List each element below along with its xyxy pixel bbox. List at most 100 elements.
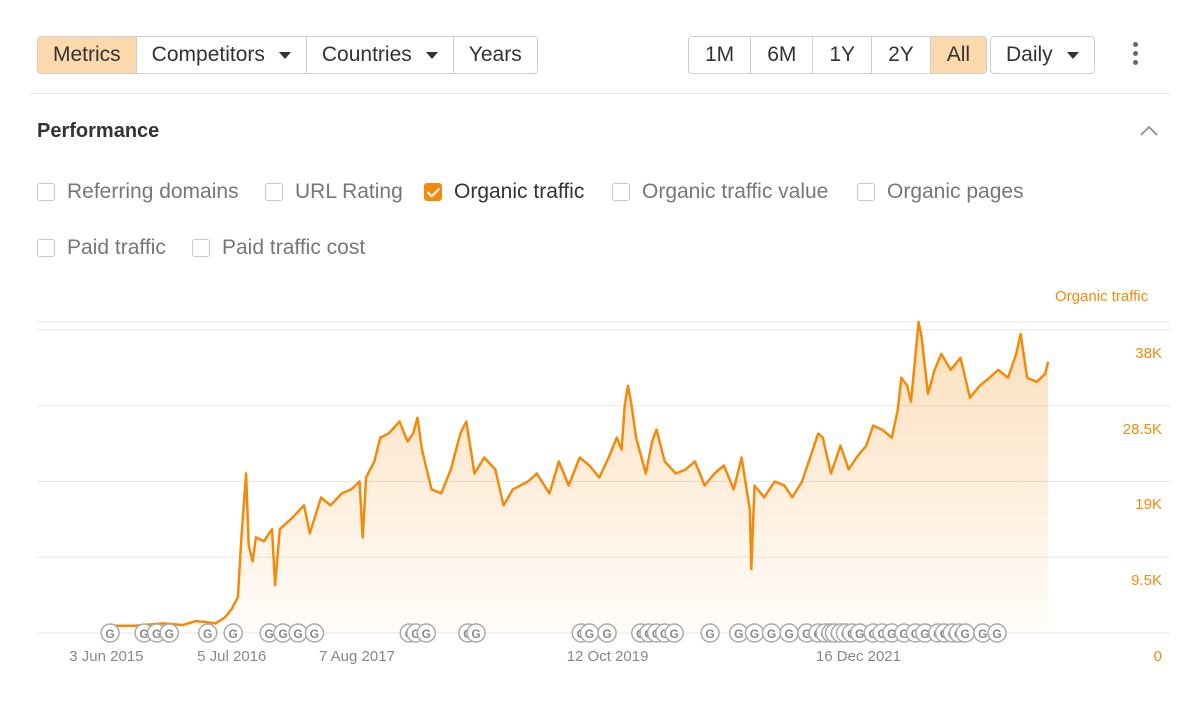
svg-text:G: G: [855, 627, 864, 641]
svg-text:G: G: [961, 627, 970, 641]
metric-label: Paid traffic cost: [222, 236, 366, 259]
google-update-icon[interactable]: G: [761, 623, 782, 643]
google-update-icon[interactable]: G: [579, 623, 600, 643]
x-tick-label: 12 Oct 2019: [566, 648, 649, 665]
checkbox[interactable]: [265, 183, 283, 201]
google-update-icon[interactable]: G: [664, 623, 684, 643]
tab-countries[interactable]: Countries: [306, 37, 454, 73]
svg-text:G: G: [585, 627, 594, 641]
range-6m-button[interactable]: 6M: [751, 37, 814, 73]
tab-countries-label: Countries: [321, 43, 412, 66]
tab-years-label: Years: [468, 43, 522, 66]
google-update-icon[interactable]: G: [779, 623, 799, 643]
svg-text:G: G: [411, 627, 420, 641]
svg-text:G: G: [899, 627, 908, 641]
x-tick-label: 3 Jun 2015: [69, 648, 144, 665]
checkbox[interactable]: [857, 183, 875, 201]
svg-text:G: G: [669, 627, 678, 641]
svg-text:G: G: [310, 627, 319, 641]
organic-traffic-area: [106, 322, 1049, 633]
interval-label: Daily: [1006, 43, 1053, 66]
google-update-icon[interactable]: G: [197, 623, 218, 643]
y-tick-label: 9.5K: [1131, 572, 1162, 590]
tab-metrics[interactable]: Metrics: [38, 37, 137, 73]
metric-organic-pages[interactable]: Organic pages: [857, 180, 1024, 204]
x-tick-label: 7 Aug 2017: [319, 648, 395, 665]
range-1y-button[interactable]: 1Y: [813, 37, 873, 73]
section-title: Performance: [37, 120, 160, 142]
organic-traffic-line[interactable]: [106, 320, 1050, 628]
checkbox[interactable]: [37, 239, 55, 257]
metric-organic-traffic[interactable]: Organic traffic: [424, 180, 584, 204]
metric-organic-traffic-value[interactable]: Organic traffic value: [612, 180, 828, 204]
google-update-icon[interactable]: G: [700, 623, 720, 643]
chevron-up-icon[interactable]: [1140, 124, 1158, 136]
svg-text:G: G: [264, 627, 273, 641]
metric-url-rating[interactable]: URL Rating: [265, 180, 403, 204]
metric-paid-traffic[interactable]: Paid traffic: [37, 236, 166, 260]
y-tick-label: 28.5K: [1122, 420, 1162, 438]
google-update-icon[interactable]: G: [100, 623, 120, 643]
range-1m-button[interactable]: 1M: [689, 37, 752, 73]
range-2y-button[interactable]: 2Y: [872, 37, 931, 73]
metric-label: Referring domains: [67, 180, 239, 203]
checkbox-checked[interactable]: [424, 183, 442, 201]
series-label: Organic traffic: [1055, 288, 1149, 305]
svg-text:G: G: [992, 627, 1001, 641]
svg-text:G: G: [602, 627, 611, 641]
svg-text:G: G: [105, 627, 114, 641]
google-update-icon[interactable]: G: [288, 623, 308, 643]
y-tick-label: 0: [1153, 648, 1162, 665]
tab-metrics-label: Metrics: [53, 43, 121, 66]
google-update-icon[interactable]: G: [159, 623, 180, 643]
checkbox[interactable]: [192, 239, 210, 257]
google-update-icon[interactable]: G: [304, 623, 325, 643]
y-tick-label: 38K: [1135, 344, 1162, 362]
svg-text:G: G: [471, 627, 480, 641]
metric-referring-domains[interactable]: Referring domains: [37, 180, 239, 204]
google-update-icon[interactable]: G: [416, 623, 437, 643]
google-update-icon[interactable]: G: [744, 623, 765, 643]
svg-text:G: G: [767, 627, 776, 641]
google-update-icon[interactable]: G: [597, 623, 617, 643]
svg-text:G: G: [978, 627, 987, 641]
svg-text:G: G: [784, 627, 793, 641]
tab-years[interactable]: Years: [453, 37, 537, 73]
svg-text:G: G: [139, 627, 148, 641]
svg-text:G: G: [229, 627, 238, 641]
metric-label: Paid traffic: [67, 236, 166, 259]
view-tabs: Metrics Competitors Countries Years: [37, 36, 538, 74]
y-tick-label: 19K: [1135, 496, 1162, 514]
google-update-icon[interactable]: G: [955, 623, 975, 643]
svg-text:G: G: [920, 627, 929, 641]
range-selector: 1M 6M 1Y 2Y All: [688, 36, 988, 74]
svg-text:G: G: [734, 627, 743, 641]
toolbar: Metrics Competitors Countries Years: [37, 36, 538, 74]
checkbox[interactable]: [37, 183, 55, 201]
svg-text:G: G: [203, 627, 212, 641]
divider: [30, 93, 1170, 94]
svg-text:G: G: [887, 627, 896, 641]
svg-text:G: G: [293, 627, 302, 641]
metric-label: URL Rating: [295, 180, 403, 203]
interval-dropdown[interactable]: Daily: [990, 36, 1095, 74]
svg-text:G: G: [422, 627, 431, 641]
checkbox[interactable]: [612, 183, 630, 201]
svg-text:G: G: [802, 627, 811, 641]
google-update-icon[interactable]: G: [466, 623, 486, 643]
metric-label: Organic pages: [887, 180, 1024, 203]
x-tick-label: 5 Jul 2016: [197, 648, 267, 665]
metric-paid-traffic-cost[interactable]: Paid traffic cost: [192, 236, 365, 260]
metric-label: Organic traffic: [454, 180, 585, 203]
caret-down-icon: [425, 51, 438, 59]
x-tick-label: 16 Dec 2021: [815, 648, 901, 665]
tab-competitors[interactable]: Competitors: [136, 37, 307, 73]
svg-text:G: G: [152, 627, 161, 641]
range-all-button[interactable]: All: [930, 37, 987, 73]
svg-text:G: G: [278, 627, 287, 641]
kebab-menu-icon[interactable]: [1128, 42, 1142, 68]
google-update-icon[interactable]: G: [223, 623, 243, 643]
google-update-icon[interactable]: G: [987, 623, 1007, 643]
caret-down-icon: [1066, 51, 1079, 59]
